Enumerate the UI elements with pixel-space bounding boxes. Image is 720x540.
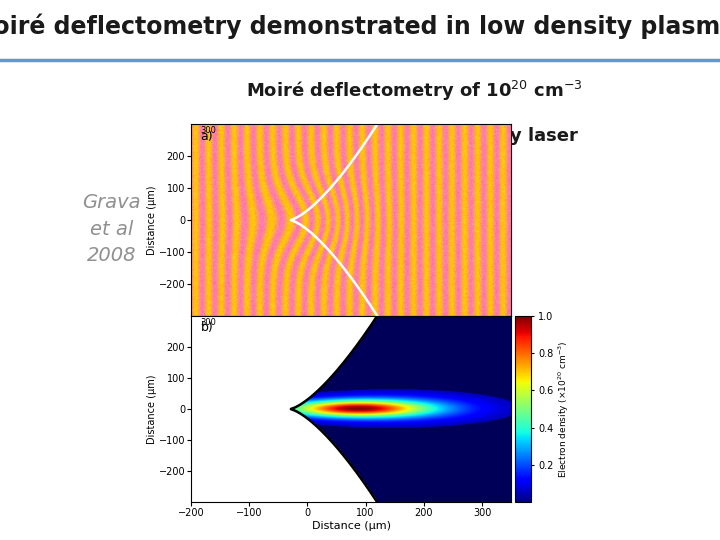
X-axis label: Distance (μm): Distance (μm) bbox=[312, 521, 390, 530]
Text: b): b) bbox=[200, 321, 213, 334]
Text: 300: 300 bbox=[200, 318, 216, 327]
Text: Moiré deflectometry of 10$^{20}$ cm$^{-3}$: Moiré deflectometry of 10$^{20}$ cm$^{-3… bbox=[246, 79, 582, 103]
Y-axis label: Distance (μm): Distance (μm) bbox=[147, 374, 157, 444]
Text: a): a) bbox=[200, 130, 213, 143]
Y-axis label: Electron density (×10$^{20}$ cm$^{-3}$): Electron density (×10$^{20}$ cm$^{-3}$) bbox=[557, 340, 571, 478]
Text: plasma jet using soft X-ray laser: plasma jet using soft X-ray laser bbox=[251, 126, 577, 145]
Y-axis label: Distance (μm): Distance (μm) bbox=[147, 185, 157, 255]
Text: 300: 300 bbox=[200, 126, 216, 135]
Text: Grava
et al
2008: Grava et al 2008 bbox=[82, 193, 141, 265]
Text: Moiré deflectometry demonstrated in low density plasmas: Moiré deflectometry demonstrated in low … bbox=[0, 13, 720, 39]
